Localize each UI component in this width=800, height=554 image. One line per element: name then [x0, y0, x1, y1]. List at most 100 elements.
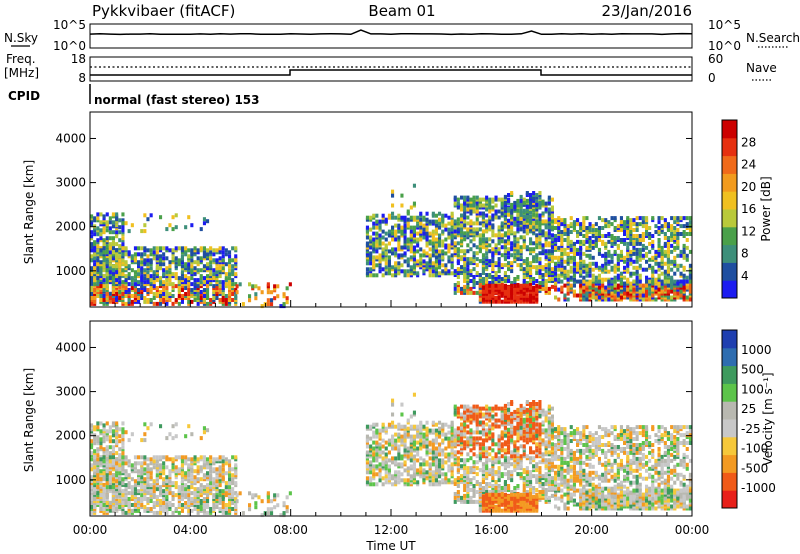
- power-cell: [177, 276, 181, 281]
- power-cell: [576, 239, 580, 244]
- power-cell: [507, 198, 511, 203]
- power-cell: [365, 235, 369, 240]
- power-cell: [497, 215, 501, 220]
- power-cell: [585, 293, 589, 298]
- velocity-cell: [165, 465, 169, 470]
- power-cell: [529, 224, 533, 229]
- power-cell: [494, 261, 498, 266]
- power-cell: [566, 230, 570, 234]
- power-cell: [522, 220, 526, 225]
- power-cell: [648, 263, 652, 268]
- power-cell: [635, 251, 639, 256]
- power-cell: [438, 221, 442, 226]
- velocity-cell: [218, 455, 222, 460]
- power-cell: [124, 252, 128, 257]
- power-cell: [105, 268, 109, 273]
- power-cell: [143, 280, 147, 285]
- power-cell: [497, 269, 501, 274]
- power-cell: [560, 222, 564, 227]
- power-cell: [102, 250, 106, 255]
- power-cell: [510, 202, 514, 207]
- velocity-cell: [137, 481, 141, 486]
- velocity-cell: [221, 501, 225, 505]
- power-cell: [190, 299, 194, 304]
- power-cell: [238, 282, 242, 287]
- power-cell: [519, 227, 523, 232]
- velocity-cell: [378, 442, 382, 447]
- velocity-cell: [108, 463, 112, 468]
- power-cell: [184, 286, 188, 290]
- power-cell: [387, 213, 391, 218]
- power-cell: [93, 288, 97, 292]
- power-cell: [645, 279, 649, 284]
- velocity-cell: [102, 493, 106, 498]
- power-cell: [532, 196, 536, 201]
- power-cell: [651, 216, 655, 221]
- date-title: 23/Jan/2016: [602, 2, 693, 20]
- power-cell: [688, 279, 692, 284]
- velocity-cell: [375, 458, 379, 463]
- power-cell: [635, 265, 639, 270]
- power-cell: [162, 252, 166, 257]
- power-cell: [629, 218, 633, 223]
- power-cell: [416, 223, 420, 228]
- power-cell: [111, 290, 115, 294]
- power-cell: [569, 230, 573, 234]
- power-cell: [597, 285, 601, 290]
- power-cell: [108, 236, 112, 241]
- power-cell: [111, 224, 115, 229]
- velocity-cell: [149, 475, 153, 480]
- power-cell: [118, 258, 122, 263]
- power-cell: [378, 265, 382, 270]
- velocity-cell: [115, 421, 119, 426]
- power-cell: [591, 295, 595, 300]
- velocity-cell: [177, 467, 181, 472]
- velocity-cell: [187, 471, 191, 476]
- power-cell: [638, 293, 642, 298]
- power-cell: [234, 282, 238, 287]
- velocity-cell: [102, 423, 106, 428]
- power-cell: [544, 231, 548, 236]
- power-cell: [416, 249, 420, 254]
- velocity-cell: [102, 477, 106, 482]
- power-cell: [165, 266, 169, 271]
- velocity-cell: [365, 444, 369, 449]
- power-cell: [610, 216, 614, 221]
- power-cell: [159, 254, 163, 259]
- power-cell: [525, 267, 529, 272]
- velocity-cell: [168, 479, 172, 484]
- power-cell: [221, 246, 225, 251]
- velocity-cell: [111, 449, 115, 454]
- power-cell: [597, 273, 601, 278]
- power-cell: [152, 256, 156, 261]
- power-cell: [494, 283, 498, 288]
- power-cell: [645, 267, 649, 272]
- power-cell: [522, 267, 526, 272]
- power-cell: [519, 208, 523, 213]
- power-cell: [566, 273, 570, 278]
- power-cell: [525, 218, 529, 223]
- power-cell: [155, 254, 159, 259]
- velocity-cell: [108, 508, 112, 513]
- power-cell: [588, 279, 592, 284]
- power-cell: [228, 268, 232, 273]
- power-cell: [171, 227, 175, 232]
- power-cell: [591, 267, 595, 272]
- power-cell: [248, 282, 252, 287]
- power-cell: [90, 248, 94, 253]
- power-cell: [666, 245, 670, 250]
- power-cell: [657, 261, 661, 266]
- velocity-cell: [105, 453, 109, 458]
- freq-panel-frame: [89, 56, 693, 82]
- power-cell: [613, 236, 617, 240]
- velocity-cell: [130, 463, 134, 468]
- power-cell: [209, 298, 213, 302]
- velocity-cell: [209, 459, 213, 464]
- power-cell: [507, 218, 511, 223]
- power-cell: [254, 292, 258, 297]
- power-cell: [591, 283, 595, 288]
- power-cell: [635, 275, 639, 280]
- power-cell: [572, 283, 576, 288]
- velocity-cell: [105, 421, 109, 426]
- power-cell: [538, 204, 542, 209]
